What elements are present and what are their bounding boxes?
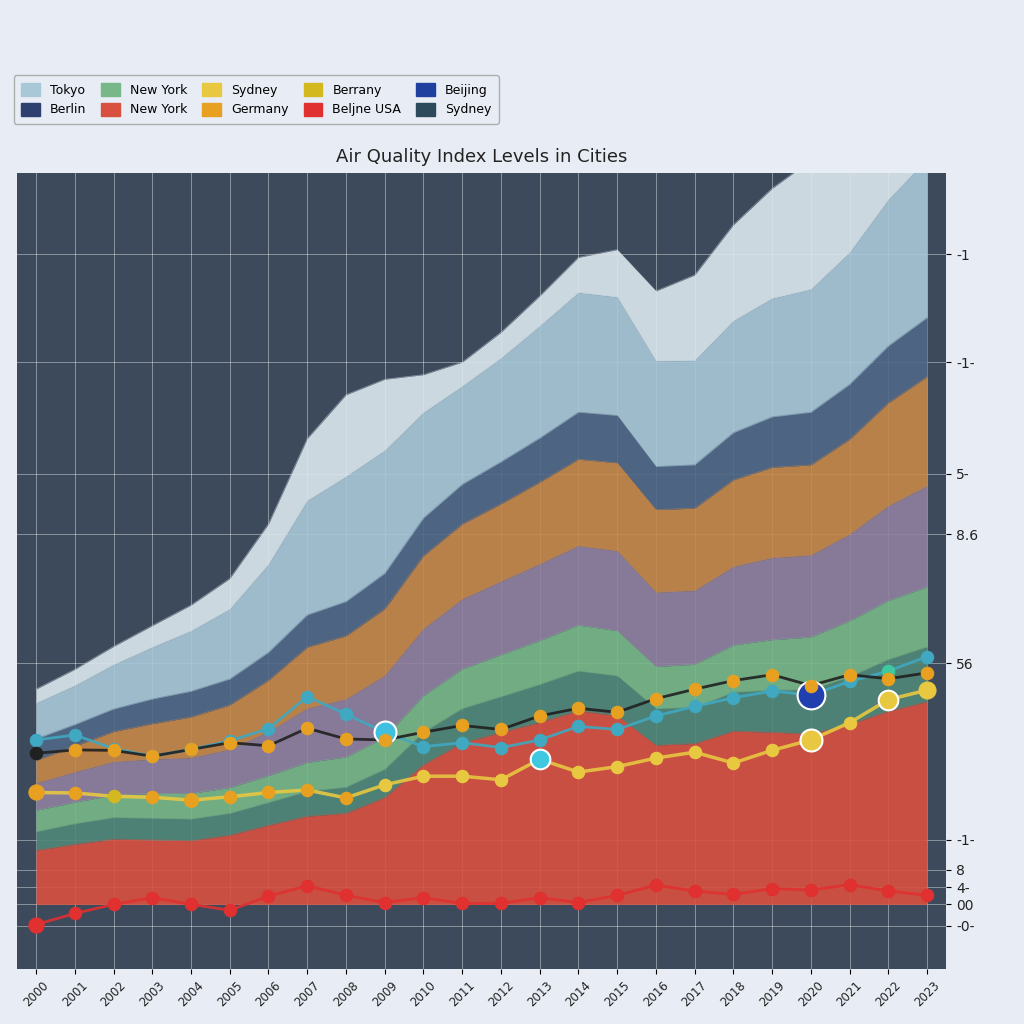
Point [764, 667, 780, 683]
Point [338, 706, 354, 722]
Point [299, 688, 315, 705]
Point [493, 771, 509, 787]
Point [454, 895, 470, 911]
Point [842, 715, 858, 731]
Point [570, 700, 587, 717]
Point [686, 883, 702, 899]
Point [416, 738, 432, 755]
Point [67, 784, 83, 801]
Point [183, 741, 200, 758]
Point [493, 739, 509, 756]
Point [144, 748, 161, 764]
Point [105, 788, 122, 805]
Point [919, 648, 935, 665]
Point [416, 890, 432, 906]
Point [842, 667, 858, 683]
Point [454, 717, 470, 733]
Point [260, 737, 276, 754]
Point [842, 674, 858, 690]
Point [338, 790, 354, 806]
Point [183, 896, 200, 912]
Point [221, 788, 238, 805]
Point [881, 663, 897, 679]
Point [881, 671, 897, 687]
Point [260, 720, 276, 736]
Point [609, 887, 626, 903]
Point [260, 784, 276, 801]
Point [299, 782, 315, 799]
Point [725, 689, 741, 706]
Point [764, 742, 780, 759]
Point [570, 764, 587, 780]
Point [221, 734, 238, 751]
Point [570, 894, 587, 910]
Point [803, 732, 819, 749]
Point [531, 751, 548, 767]
Point [648, 750, 665, 766]
Point [28, 916, 44, 933]
Point [28, 784, 44, 801]
Point [377, 776, 393, 793]
Point [648, 690, 665, 707]
Point [648, 877, 665, 893]
Point [67, 741, 83, 758]
Point [686, 698, 702, 715]
Point [377, 732, 393, 749]
Point [764, 881, 780, 897]
Point [454, 768, 470, 784]
Point [686, 681, 702, 697]
Point [881, 883, 897, 899]
Point [338, 887, 354, 903]
Point [105, 740, 122, 757]
Point [338, 731, 354, 748]
Point [570, 718, 587, 734]
Point [221, 902, 238, 919]
Point [919, 682, 935, 698]
Point [803, 677, 819, 693]
Point [28, 745, 44, 762]
Point [648, 708, 665, 724]
Point [919, 665, 935, 681]
Point [144, 748, 161, 764]
Point [803, 687, 819, 703]
Point [299, 878, 315, 894]
Point [28, 732, 44, 749]
Point [454, 734, 470, 751]
Point [299, 720, 315, 736]
Point [764, 683, 780, 699]
Point [842, 877, 858, 893]
Point [416, 768, 432, 784]
Point [686, 744, 702, 761]
Point [144, 790, 161, 806]
Point [67, 727, 83, 743]
Point [144, 890, 161, 906]
Point [531, 708, 548, 724]
Point [493, 721, 509, 737]
Point [416, 724, 432, 740]
Point [881, 691, 897, 708]
Legend: Tokyo, Berlin, New York, New York, Sydney, Germany, Berrany, Beljne USA, Beijing: Tokyo, Berlin, New York, New York, Sydne… [13, 76, 499, 124]
Point [260, 888, 276, 904]
Point [725, 886, 741, 902]
Point [531, 732, 548, 749]
Point [377, 724, 393, 740]
Title: Air Quality Index Levels in Cities: Air Quality Index Levels in Cities [336, 147, 628, 166]
Point [221, 732, 238, 749]
Point [725, 673, 741, 689]
Point [493, 895, 509, 911]
Point [377, 894, 393, 910]
Point [67, 905, 83, 922]
Point [803, 882, 819, 898]
Point [105, 896, 122, 912]
Point [609, 721, 626, 737]
Point [531, 890, 548, 906]
Point [105, 742, 122, 759]
Point [183, 792, 200, 808]
Point [919, 887, 935, 903]
Point [183, 741, 200, 758]
Point [609, 705, 626, 721]
Point [609, 759, 626, 775]
Point [725, 755, 741, 771]
